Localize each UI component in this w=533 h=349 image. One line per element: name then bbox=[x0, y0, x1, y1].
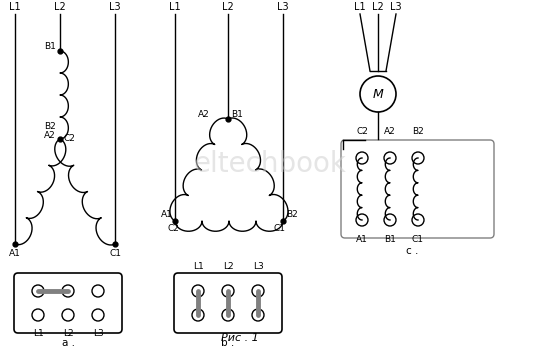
Text: A2: A2 bbox=[198, 110, 210, 119]
Circle shape bbox=[32, 285, 44, 297]
Text: a .: a . bbox=[61, 338, 75, 348]
Circle shape bbox=[192, 309, 204, 321]
Text: L2: L2 bbox=[372, 2, 384, 12]
Circle shape bbox=[222, 285, 234, 297]
Circle shape bbox=[222, 309, 234, 321]
Text: L1: L1 bbox=[169, 2, 181, 12]
Text: A2: A2 bbox=[384, 127, 396, 136]
Text: L2: L2 bbox=[54, 2, 66, 12]
Text: Рис . 1: Рис . 1 bbox=[221, 333, 259, 343]
Text: C2: C2 bbox=[64, 134, 76, 143]
Text: B2: B2 bbox=[44, 122, 56, 131]
Text: C1: C1 bbox=[109, 249, 121, 258]
Circle shape bbox=[360, 76, 396, 112]
Circle shape bbox=[412, 214, 424, 226]
Circle shape bbox=[92, 309, 104, 321]
Text: L3: L3 bbox=[253, 262, 263, 271]
Text: C1: C1 bbox=[412, 235, 424, 244]
Text: L1: L1 bbox=[9, 2, 21, 12]
Text: L3: L3 bbox=[93, 329, 103, 338]
Text: L3: L3 bbox=[277, 2, 289, 12]
Circle shape bbox=[192, 285, 204, 297]
Circle shape bbox=[356, 152, 368, 164]
Text: L3: L3 bbox=[109, 2, 121, 12]
Circle shape bbox=[384, 152, 396, 164]
Text: A1: A1 bbox=[356, 235, 368, 244]
Text: A2: A2 bbox=[44, 131, 56, 140]
Text: c .: c . bbox=[406, 246, 419, 256]
FancyBboxPatch shape bbox=[14, 273, 122, 333]
Circle shape bbox=[384, 214, 396, 226]
Text: B1: B1 bbox=[231, 110, 243, 119]
Circle shape bbox=[252, 309, 264, 321]
Text: M: M bbox=[373, 88, 383, 101]
Text: b .: b . bbox=[221, 338, 235, 348]
Circle shape bbox=[412, 152, 424, 164]
Text: B2: B2 bbox=[412, 127, 424, 136]
Circle shape bbox=[32, 309, 44, 321]
Text: A1: A1 bbox=[161, 210, 173, 219]
Text: L3: L3 bbox=[390, 2, 402, 12]
Text: B1: B1 bbox=[384, 235, 396, 244]
Text: L1: L1 bbox=[192, 262, 204, 271]
Text: L2: L2 bbox=[223, 262, 233, 271]
Text: B1: B1 bbox=[44, 42, 56, 51]
Text: C2: C2 bbox=[167, 224, 179, 233]
Text: L2: L2 bbox=[222, 2, 234, 12]
Text: C2: C2 bbox=[356, 127, 368, 136]
FancyBboxPatch shape bbox=[341, 140, 494, 238]
Text: eltechbook: eltechbook bbox=[193, 150, 346, 178]
Text: A1: A1 bbox=[9, 249, 21, 258]
Text: L2: L2 bbox=[63, 329, 74, 338]
Circle shape bbox=[62, 309, 74, 321]
FancyBboxPatch shape bbox=[174, 273, 282, 333]
Text: B2: B2 bbox=[286, 210, 298, 219]
Text: L1: L1 bbox=[354, 2, 366, 12]
Circle shape bbox=[92, 285, 104, 297]
Text: L1: L1 bbox=[33, 329, 43, 338]
Circle shape bbox=[252, 285, 264, 297]
Circle shape bbox=[356, 214, 368, 226]
Circle shape bbox=[62, 285, 74, 297]
Text: C1: C1 bbox=[274, 224, 286, 233]
